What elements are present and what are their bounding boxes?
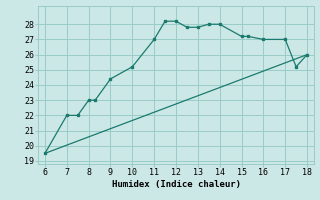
X-axis label: Humidex (Indice chaleur): Humidex (Indice chaleur) [111, 180, 241, 189]
